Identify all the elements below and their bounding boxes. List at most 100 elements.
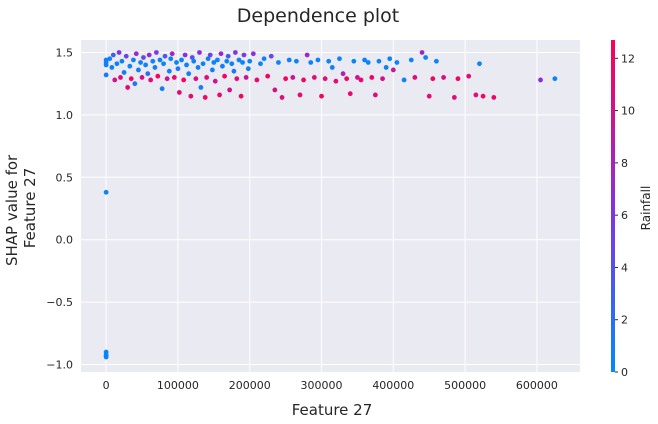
data-point [362, 57, 368, 63]
colorbar-tick-label: 0 [621, 366, 628, 379]
data-point [103, 189, 109, 195]
data-point [212, 78, 218, 84]
data-point [473, 92, 479, 98]
data-point [136, 67, 141, 73]
data-point [116, 50, 122, 55]
data-point [408, 57, 414, 63]
data-point [329, 65, 335, 70]
data-point [164, 76, 170, 82]
y-tick-label: 0.5 [56, 171, 74, 184]
data-point [197, 50, 202, 55]
data-point [423, 55, 429, 60]
data-point [365, 60, 371, 65]
data-point [146, 52, 152, 58]
data-point [455, 76, 461, 82]
data-point [441, 75, 446, 80]
data-point [232, 50, 238, 55]
data-point [229, 61, 235, 67]
colorbar-label: Rainfall [639, 186, 653, 231]
scatter-points [103, 50, 558, 360]
data-point [355, 75, 360, 80]
data-point [426, 93, 432, 99]
data-point [103, 62, 109, 68]
x-tick-label: 600000 [516, 379, 558, 392]
data-point [477, 61, 482, 67]
data-point [205, 56, 211, 62]
data-point [131, 57, 136, 63]
data-point [552, 76, 558, 82]
data-point [114, 61, 120, 67]
data-point [143, 62, 149, 68]
data-point [107, 56, 113, 62]
grid-lines [81, 40, 580, 372]
data-point [211, 60, 217, 65]
data-point [247, 58, 253, 64]
chart-title: Dependence plot [237, 5, 400, 27]
data-point [186, 71, 192, 77]
data-point [218, 51, 224, 57]
data-point [152, 65, 158, 70]
data-point [451, 95, 457, 100]
data-point [162, 53, 168, 59]
data-point [132, 81, 138, 87]
colorbar-tick-label: 6 [621, 209, 628, 222]
data-point [412, 75, 418, 80]
x-tick-label: 400000 [372, 379, 414, 392]
data-point [181, 77, 187, 83]
data-point [344, 76, 350, 82]
colorbar-tick-label: 2 [621, 314, 628, 327]
x-axis-ticks: 0 100000 200000 300000 400000 500000 600000 [103, 379, 558, 392]
x-tick-label: 200000 [229, 379, 271, 392]
data-point [351, 58, 357, 64]
data-point [222, 73, 227, 79]
x-tick-label: 500000 [444, 379, 486, 392]
data-point [236, 57, 242, 63]
y-axis-label: SHAP value for Feature 27 [3, 150, 39, 266]
data-point [333, 78, 339, 84]
data-point [189, 55, 195, 60]
data-point [204, 75, 210, 80]
data-point [304, 52, 310, 58]
data-point [279, 95, 285, 100]
data-point [394, 60, 400, 65]
y-axis-label-line-1: SHAP value for [3, 154, 21, 266]
data-point [112, 77, 118, 83]
data-point [227, 87, 233, 93]
data-point [193, 76, 199, 82]
data-point [234, 76, 240, 82]
data-point [133, 51, 139, 57]
data-point [272, 87, 278, 93]
data-point [250, 51, 256, 57]
data-point [184, 62, 189, 68]
data-point [245, 66, 251, 72]
data-point [202, 95, 208, 100]
data-point [145, 71, 151, 77]
data-point [182, 52, 188, 58]
data-point [538, 77, 543, 83]
data-point [419, 50, 425, 55]
data-point [123, 53, 129, 59]
data-point [369, 75, 375, 80]
x-tick-label: 0 [103, 379, 110, 392]
data-point [434, 58, 439, 64]
data-point [276, 60, 281, 65]
y-tick-label: −1.0 [46, 359, 73, 372]
data-point [225, 53, 231, 59]
data-point [491, 95, 497, 100]
data-point [168, 56, 174, 62]
data-point [148, 77, 154, 83]
data-point [265, 73, 271, 79]
y-tick-label: −0.5 [46, 296, 73, 309]
data-point [161, 61, 166, 67]
data-point [200, 61, 206, 67]
data-point [380, 76, 385, 82]
data-point [220, 63, 225, 69]
data-point [254, 77, 260, 83]
data-point [390, 67, 396, 73]
data-point [209, 67, 215, 73]
data-point [188, 93, 194, 99]
data-point [268, 53, 274, 59]
data-point [215, 57, 220, 63]
data-point [231, 68, 237, 74]
